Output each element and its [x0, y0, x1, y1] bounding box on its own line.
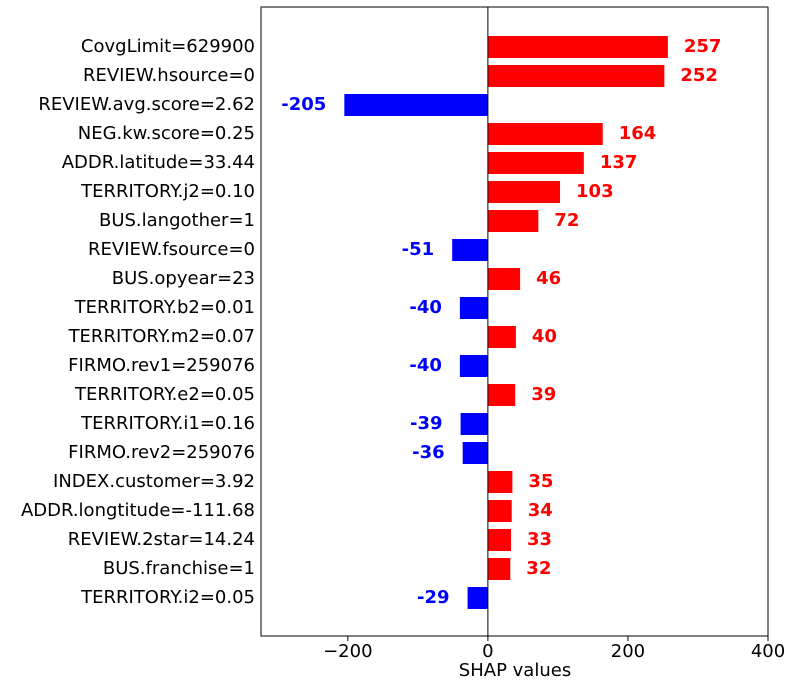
- category-label: FIRMO.rev2=259076: [68, 442, 255, 463]
- category-label: TERRITORY.i1=0.16: [80, 413, 255, 434]
- category-label: REVIEW.2star=14.24: [68, 529, 255, 550]
- category-label: BUS.franchise=1: [103, 558, 255, 579]
- value-label: 35: [528, 471, 553, 492]
- category-label: NEG.kw.score=0.25: [78, 123, 255, 144]
- bar: [487, 558, 511, 580]
- bar: [487, 152, 584, 174]
- category-label: TERRITORY.m2=0.07: [68, 326, 255, 347]
- category-label: ADDR.longtitude=-111.68: [21, 500, 255, 521]
- value-label: 34: [528, 500, 553, 521]
- bar: [344, 94, 488, 116]
- value-label: 46: [536, 268, 561, 289]
- category-label: TERRITORY.b2=0.01: [74, 297, 255, 318]
- x-tick-label: −200: [323, 641, 372, 662]
- bar: [467, 587, 488, 609]
- value-label: 257: [684, 36, 722, 57]
- category-label: BUS.opyear=23: [112, 268, 255, 289]
- category-label: REVIEW.avg.score=2.62: [38, 94, 255, 115]
- value-label: 32: [526, 558, 551, 579]
- category-label: INDEX.customer=3.92: [53, 471, 255, 492]
- bar: [459, 297, 488, 319]
- value-label: 72: [554, 210, 579, 231]
- value-label: 33: [527, 529, 552, 550]
- category-label: REVIEW.hsource=0: [83, 65, 255, 86]
- bar: [487, 268, 521, 290]
- x-tick-label: 200: [611, 641, 645, 662]
- category-label: TERRITORY.e2=0.05: [74, 384, 255, 405]
- bar: [487, 181, 561, 203]
- category-label: FIRMO.rev1=259076: [68, 355, 255, 376]
- bar: [487, 471, 513, 493]
- value-label: -36: [412, 442, 445, 463]
- value-label: -40: [409, 297, 442, 318]
- bar: [459, 355, 488, 377]
- value-label: 164: [619, 123, 657, 144]
- bar: [487, 210, 539, 232]
- value-label: -205: [281, 94, 326, 115]
- value-label: 40: [532, 326, 557, 347]
- x-tick-label: 400: [751, 641, 785, 662]
- category-label: TERRITORY.j2=0.10: [80, 181, 255, 202]
- category-label: ADDR.latitude=33.44: [62, 152, 255, 173]
- category-label: CovgLimit=629900: [81, 36, 255, 57]
- bar: [487, 529, 511, 551]
- value-label: -40: [409, 355, 442, 376]
- bar: [487, 326, 516, 348]
- bar: [452, 239, 488, 261]
- category-label: REVIEW.fsource=0: [88, 239, 255, 260]
- category-label: BUS.langother=1: [99, 210, 255, 231]
- value-label: 252: [680, 65, 718, 86]
- bar: [487, 500, 512, 522]
- value-label: -51: [402, 239, 435, 260]
- bar: [487, 123, 603, 145]
- value-label: 103: [576, 181, 614, 202]
- category-label: TERRITORY.i2=0.05: [80, 587, 255, 608]
- x-tick-label: 0: [482, 641, 493, 662]
- bar: [460, 413, 488, 435]
- plot-frame: [260, 6, 769, 637]
- bar: [462, 442, 488, 464]
- value-label: 137: [600, 152, 638, 173]
- value-label: 39: [531, 384, 556, 405]
- value-label: -29: [417, 587, 450, 608]
- value-label: -39: [410, 413, 443, 434]
- bar: [487, 65, 665, 87]
- bar: [487, 384, 516, 406]
- bar: [487, 36, 668, 58]
- x-axis-label: SHAP values: [459, 660, 571, 681]
